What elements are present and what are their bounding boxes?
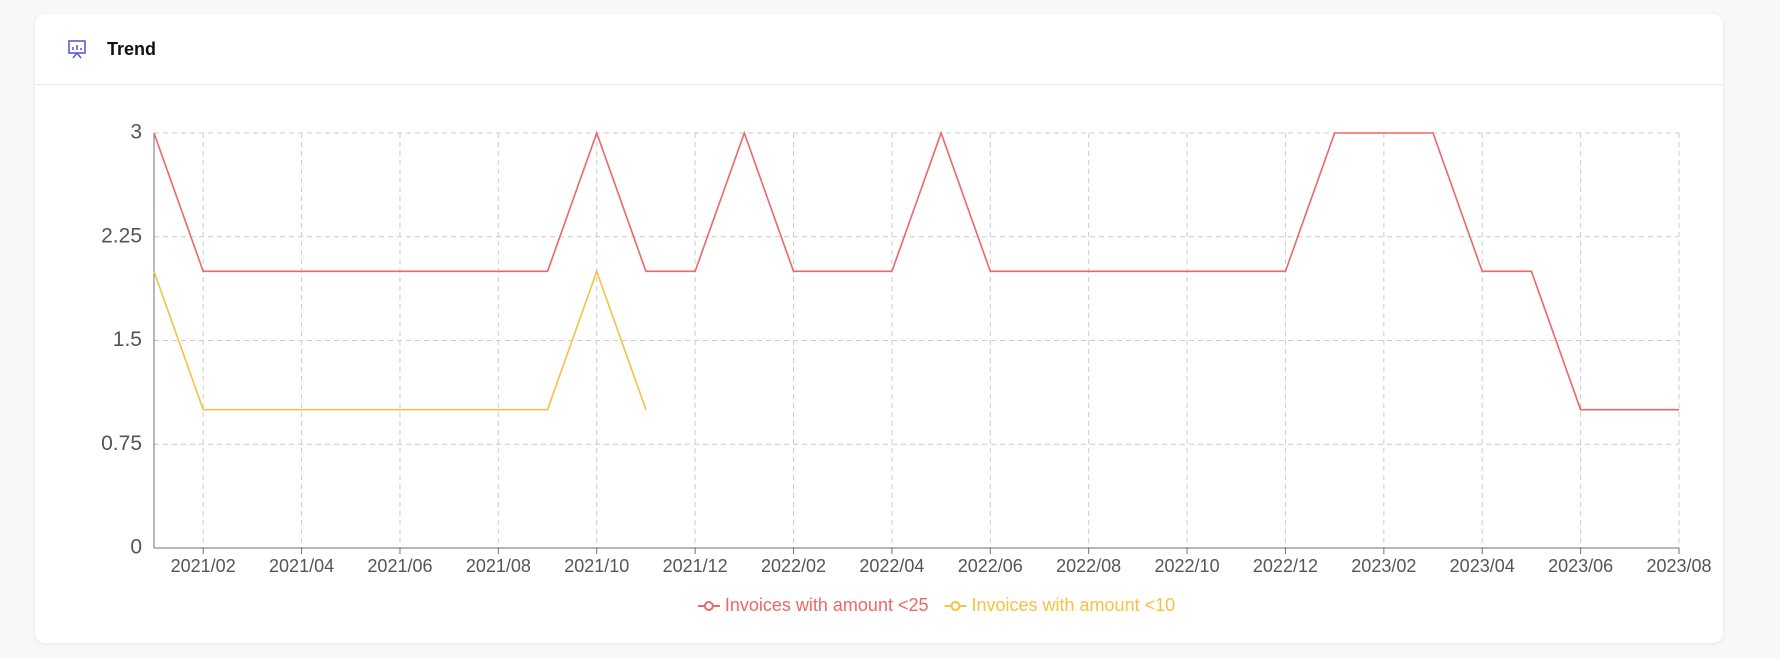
legend-item: Invoices with amount <10 [944,595,1176,615]
card-title: Trend [107,38,157,59]
card: Trend [35,14,1723,643]
x-tick-label: 2021/12 [663,556,728,576]
series-line [153,130,1679,411]
y-tick-label: 0 [130,536,142,559]
chart-icon [68,40,86,59]
card-header: Trend [35,14,1723,85]
series-line [153,268,647,411]
x-tick-label: 2023/04 [1450,556,1515,576]
x-tick-label: 2021/02 [171,556,236,576]
x-tick-label: 2023/02 [1351,556,1416,576]
legend: Invoices with amount <25 Invoices with am… [697,595,1176,615]
y-tick-label: 2.25 [101,224,142,247]
x-tick-label: 2023/08 [1646,556,1711,576]
x-tick-label: 2021/04 [269,556,334,576]
x-tick-label: 2022/10 [1155,556,1220,576]
x-tick-label: 2022/04 [859,556,924,576]
x-tick-label: 2021/06 [367,556,432,576]
x-tick-label: 2023/06 [1548,556,1613,576]
x-tick-label: 2022/08 [1056,556,1121,576]
x-tick-label: 2021/08 [466,556,531,576]
legend-marker [703,601,714,611]
x-tick-label: 2022/02 [761,556,826,576]
y-tick-label: 0.75 [101,432,142,455]
y-tick-label: 3 [130,121,142,144]
legend-label: Invoices with amount <10 [972,595,1176,615]
x-tick-label: 2022/12 [1253,556,1318,576]
legend-marker [950,601,961,611]
x-tick-label: 2021/10 [564,556,629,576]
legend-item: Invoices with amount <25 [697,595,929,615]
y-tick-label: 1.5 [113,328,142,351]
legend-label: Invoices with amount <25 [725,595,929,615]
x-tick-label: 2022/06 [958,556,1023,576]
